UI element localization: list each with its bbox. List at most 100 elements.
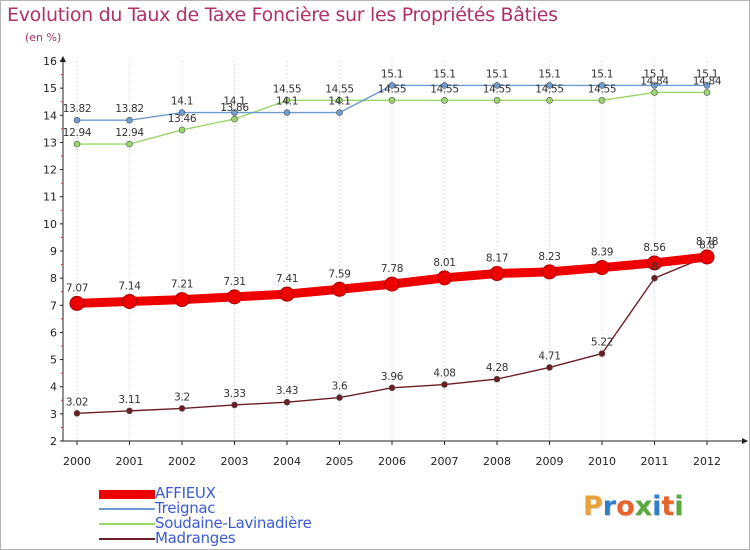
data-point [227, 289, 242, 305]
data-point [283, 97, 291, 104]
x-tick-label: 2007 [431, 455, 459, 468]
data-label: 14.1 [328, 96, 350, 108]
y-tick-label: 12 [43, 164, 57, 177]
data-label: 14.55 [273, 83, 302, 95]
data-label: 13.82 [63, 103, 92, 115]
data-label: 15.1 [433, 68, 455, 80]
data-label: 14.55 [325, 83, 354, 95]
data-label: 3.6 [332, 381, 348, 393]
data-point [542, 264, 557, 280]
data-point [283, 398, 291, 406]
data-label: 8.23 [538, 251, 560, 263]
x-tick-label: 2004 [273, 455, 301, 468]
legend-swatch [99, 490, 155, 499]
data-point [493, 375, 501, 383]
data-label: 14.55 [378, 83, 407, 95]
data-point [332, 281, 347, 297]
y-tick-label: 3 [50, 408, 57, 421]
data-point [126, 116, 133, 124]
data-point [703, 82, 711, 89]
data-point [388, 82, 396, 89]
legend-swatch [99, 508, 155, 510]
data-point [73, 410, 81, 417]
y-tick-label: 16 [43, 55, 57, 68]
data-point [598, 350, 606, 357]
x-tick-label: 2006 [378, 455, 406, 468]
chart-title: Evolution du Taux de Taxe Foncière sur l… [7, 4, 558, 26]
x-tick-label: 2005 [326, 455, 354, 468]
data-point [336, 97, 343, 104]
y-tick-label: 9 [50, 245, 57, 258]
data-point [126, 407, 133, 415]
data-point [231, 109, 238, 116]
data-label: 4.28 [486, 362, 508, 374]
data-point [336, 394, 343, 401]
legend-swatch [99, 538, 155, 540]
y-tick-label: 7 [50, 299, 57, 312]
data-point [178, 126, 186, 134]
data-label: 8.78 [696, 236, 718, 248]
y-tick-label: 11 [43, 191, 57, 204]
y-tick-label: 2 [50, 435, 57, 448]
data-label: 7.14 [118, 280, 141, 292]
data-label: 3.33 [223, 388, 245, 400]
data-label: 3.96 [381, 371, 404, 383]
data-label: 14.55 [483, 83, 512, 95]
data-point [388, 97, 396, 104]
data-label: 15.1 [486, 68, 508, 80]
data-point [699, 249, 715, 265]
data-point [178, 109, 186, 116]
data-label: 14.1 [276, 96, 298, 108]
data-label: 7.59 [328, 268, 350, 280]
legend-label: Soudaine-Lavinadière [155, 514, 312, 532]
x-tick-label: 2012 [693, 455, 721, 468]
data-label: 15.1 [696, 68, 718, 80]
x-tick-label: 2009 [536, 455, 564, 468]
data-point [493, 97, 501, 104]
data-point [651, 274, 658, 282]
y-tick-label: 10 [43, 218, 57, 231]
data-point [388, 384, 396, 392]
x-tick-label: 2000 [63, 455, 91, 468]
data-label: 3.43 [276, 385, 298, 397]
data-label: 14.1 [223, 96, 245, 108]
y-tick-label: 4 [50, 381, 57, 394]
x-tick-label: 2001 [116, 455, 144, 468]
data-label: 13.86 [220, 102, 249, 114]
y-tick-label: 14 [43, 109, 57, 122]
x-axis-arrow [742, 438, 748, 444]
legend-swatch [99, 523, 155, 525]
data-label: 8.56 [643, 242, 666, 254]
y-tick-label: 5 [50, 354, 57, 367]
data-point [546, 364, 553, 371]
data-label: 15.1 [643, 68, 665, 80]
data-label: 8.39 [591, 247, 613, 259]
data-point [489, 266, 505, 282]
y-tick-label: 15 [43, 82, 57, 95]
data-point [231, 401, 238, 409]
data-point [441, 97, 448, 104]
data-label: 4.71 [538, 350, 560, 362]
data-label: 14.55 [430, 83, 459, 95]
x-tick-label: 2008 [483, 455, 511, 468]
y-tick-label: 13 [43, 136, 57, 149]
data-point [283, 109, 291, 116]
data-label: 12.94 [63, 127, 92, 139]
y-tick-label: 6 [50, 326, 57, 339]
data-label: 14.84 [640, 75, 669, 87]
data-label: 3.2 [174, 391, 190, 403]
x-tick-label: 2002 [168, 455, 196, 468]
data-label: 7.21 [171, 279, 193, 291]
proxiti-logo: Proxiti [583, 491, 684, 522]
data-point [279, 286, 295, 302]
data-label: 14.84 [693, 75, 722, 87]
data-point [178, 405, 186, 412]
data-point [122, 293, 137, 309]
data-label: 15.1 [381, 68, 403, 80]
data-point [231, 115, 238, 123]
data-label: 13.46 [168, 113, 197, 125]
data-label: 8.8 [699, 239, 715, 251]
x-tick-label: 2011 [641, 455, 669, 468]
data-label: 14.55 [588, 83, 617, 95]
